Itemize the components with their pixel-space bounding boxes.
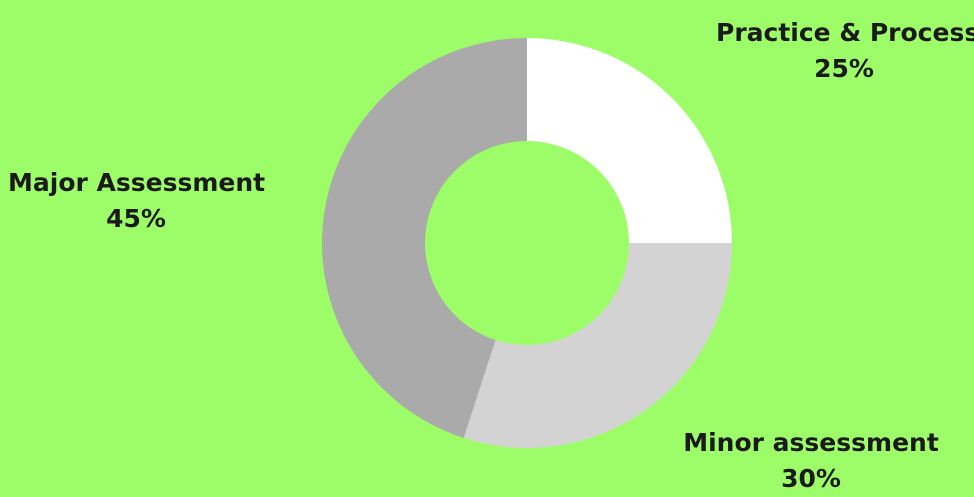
- slice-name-major-assessment: Major Assessment: [8, 168, 266, 197]
- slice-name-practice-process: Practice & Process: [716, 18, 974, 47]
- donut-slice-major-assessment: [322, 38, 527, 438]
- slice-value-practice-process: 25%: [814, 54, 874, 83]
- slice-value-major-assessment: 45%: [106, 204, 166, 233]
- slice-value-minor-assessment: 30%: [781, 464, 841, 493]
- slice-label-major-assessment: Major Assessment 45%: [8, 165, 266, 237]
- slice-label-minor-assessment: Minor assessment 30%: [683, 425, 939, 497]
- slice-label-practice-process: Practice & Process 25%: [716, 15, 974, 87]
- donut-slice-minor-assessment: [463, 243, 732, 449]
- slice-name-minor-assessment: Minor assessment: [683, 428, 939, 457]
- donut-slice-practice-process: [527, 38, 732, 243]
